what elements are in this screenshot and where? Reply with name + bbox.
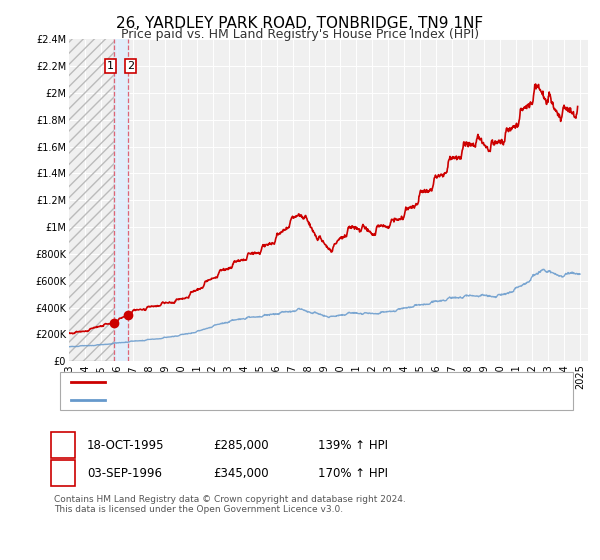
Text: 18-OCT-1995: 18-OCT-1995 [87,438,164,452]
Text: Price paid vs. HM Land Registry's House Price Index (HPI): Price paid vs. HM Land Registry's House … [121,28,479,41]
Text: 170% ↑ HPI: 170% ↑ HPI [318,466,388,480]
Text: 03-SEP-1996: 03-SEP-1996 [87,466,162,480]
Text: HPI: Average price, detached house, Tonbridge and Malling: HPI: Average price, detached house, Tonb… [111,395,440,405]
Text: 26, YARDLEY PARK ROAD, TONBRIDGE, TN9 1NF: 26, YARDLEY PARK ROAD, TONBRIDGE, TN9 1N… [116,16,484,31]
Text: £285,000: £285,000 [213,438,269,452]
Text: 2: 2 [59,466,67,480]
Text: 26, YARDLEY PARK ROAD, TONBRIDGE, TN9 1NF (detached house): 26, YARDLEY PARK ROAD, TONBRIDGE, TN9 1N… [111,377,480,387]
Text: 2: 2 [127,61,134,71]
Text: This data is licensed under the Open Government Licence v3.0.: This data is licensed under the Open Gov… [54,505,343,514]
Text: 139% ↑ HPI: 139% ↑ HPI [318,438,388,452]
Text: £345,000: £345,000 [213,466,269,480]
Text: 1: 1 [59,438,67,452]
Text: Contains HM Land Registry data © Crown copyright and database right 2024.: Contains HM Land Registry data © Crown c… [54,495,406,504]
Text: 1: 1 [107,61,114,71]
Bar [113,39,128,361]
